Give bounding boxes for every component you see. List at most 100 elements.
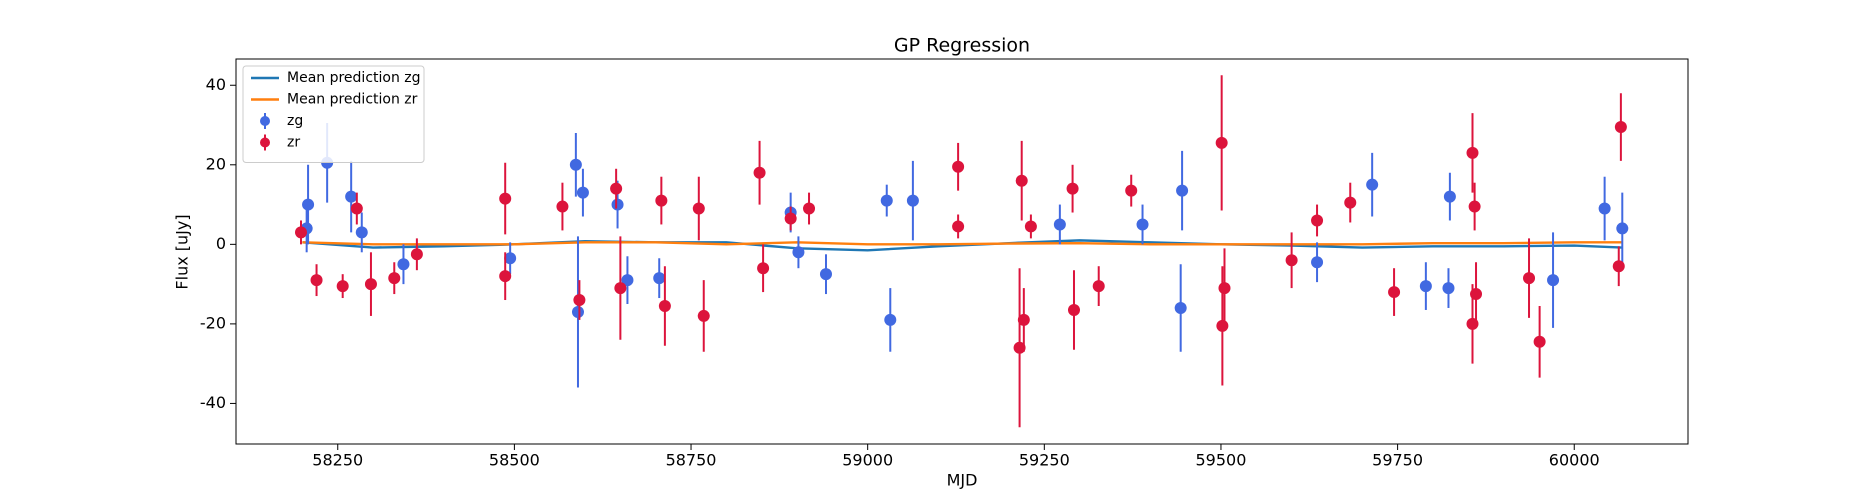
data-point [1547,274,1560,287]
data-point [803,202,816,215]
legend-marker [260,116,270,126]
data-point [1218,282,1231,295]
data-point [1442,282,1455,295]
mean-line [302,241,1623,246]
legend-label: Mean prediction zr [287,92,418,108]
data-point [1311,214,1324,227]
data-point [655,194,668,207]
data-point [757,262,770,275]
x-axis-label: MJD [947,471,978,490]
data-point [880,194,893,207]
data-point [410,248,423,261]
data-point [1125,184,1138,197]
data-point [576,186,589,199]
y-tick-label: 40 [206,75,226,94]
data-point [1470,288,1483,301]
data-point [1466,146,1479,159]
data-point [1443,190,1456,203]
data-point [692,202,705,215]
data-point [1066,182,1079,195]
data-point [1598,202,1611,215]
legend-marker [260,137,270,148]
data-point [610,182,623,195]
data-point [653,272,666,285]
data-point [295,226,308,239]
data-point [819,268,832,281]
data-point [1612,260,1625,273]
data-point [614,282,627,295]
data-point [397,258,410,271]
data-point [355,226,368,239]
x-tick-label: 58500 [489,451,540,470]
data-point [1053,218,1066,231]
data-point [1216,319,1229,332]
chart-title: GP Regression [894,35,1030,57]
data-point [1614,121,1627,134]
data-point [1285,254,1298,267]
data-point [1215,136,1228,149]
legend-label: zg [287,113,303,129]
y-axis-label: Flux [uJy] [173,214,192,289]
data-point [1344,196,1357,209]
data-point [499,270,512,283]
data-point [569,158,582,171]
x-tick-label: 59000 [842,451,893,470]
y-tick-label: 20 [206,154,226,173]
legend-label: Mean prediction zg [287,70,421,86]
data-point [952,220,965,233]
data-point [499,192,512,205]
data-point [784,212,797,225]
data-point [1017,313,1030,326]
data-point [1523,272,1536,285]
y-tick-label: -20 [200,313,226,332]
data-point [556,200,569,213]
data-point [1024,220,1037,233]
data-point [1174,301,1187,314]
legend-box [242,65,425,163]
data-point [1419,280,1432,293]
x-tick-label: 58250 [312,451,363,470]
data-point [336,280,349,293]
x-tick-label: 58750 [666,451,717,470]
data-point [753,166,766,179]
data-point [906,194,919,207]
data-point [1067,303,1080,316]
data-point [1092,280,1105,293]
data-point [388,272,401,285]
legend-label: zr [287,135,300,151]
plot-area [295,75,1629,428]
data-point [1616,222,1629,235]
x-tick-label: 59500 [1196,451,1247,470]
data-point [1468,200,1481,213]
data-point [952,160,965,173]
axes-frame [235,58,1689,445]
data-point [345,190,358,203]
data-point [884,313,897,326]
data-point [571,305,584,318]
data-point [1176,184,1189,197]
legend: Mean prediction zg Mean prediction zr zg zr [242,65,425,163]
data-point [350,202,363,215]
y-tick-label: 0 [216,234,226,253]
data-point [573,294,586,307]
data-point [1366,178,1379,191]
x-tick-label: 60000 [1549,451,1600,470]
data-point [1533,335,1546,348]
data-point [611,198,624,211]
data-point [792,246,805,259]
data-point [1013,341,1026,354]
data-point [1311,256,1324,269]
x-tick-label: 59250 [1019,451,1070,470]
data-point [1136,218,1149,231]
data-point [658,299,671,312]
data-point [1015,174,1028,187]
y-tick-label: -40 [200,393,226,412]
x-tick-label: 59750 [1372,451,1423,470]
data-point [364,278,377,291]
data-point [697,309,710,322]
data-point [302,198,315,211]
data-point [504,252,517,265]
data-point [1388,286,1401,299]
